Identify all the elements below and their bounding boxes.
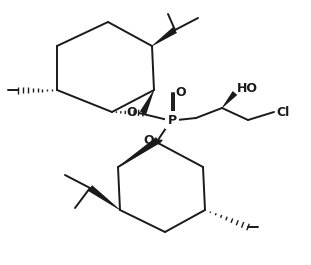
Polygon shape (118, 137, 160, 167)
Text: P: P (167, 113, 177, 126)
Polygon shape (222, 91, 237, 108)
Text: O: O (175, 86, 186, 99)
Text: Cl: Cl (276, 105, 289, 118)
Polygon shape (152, 27, 177, 46)
Polygon shape (88, 185, 120, 210)
Text: O: O (126, 107, 137, 120)
Text: O: O (143, 134, 154, 147)
Text: HO: HO (237, 82, 258, 95)
Polygon shape (140, 90, 154, 114)
